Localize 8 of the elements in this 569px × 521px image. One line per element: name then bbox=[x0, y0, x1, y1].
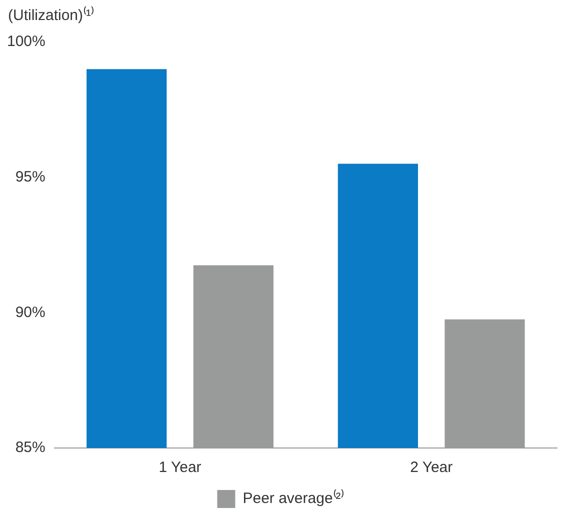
y-tick-label: 90% bbox=[15, 304, 46, 321]
y-tick-label: 95% bbox=[15, 168, 46, 186]
y-tick-label: 100% bbox=[6, 33, 46, 50]
y-axis-title: (Utilization)⁽¹⁾ bbox=[8, 5, 94, 24]
legend-label: Peer average⁽²⁾ bbox=[242, 489, 344, 508]
x-tick-label: 1 Year bbox=[158, 459, 202, 476]
y-tick-label: 85% bbox=[15, 439, 46, 456]
x-tick-label: 2 Year bbox=[410, 459, 453, 476]
